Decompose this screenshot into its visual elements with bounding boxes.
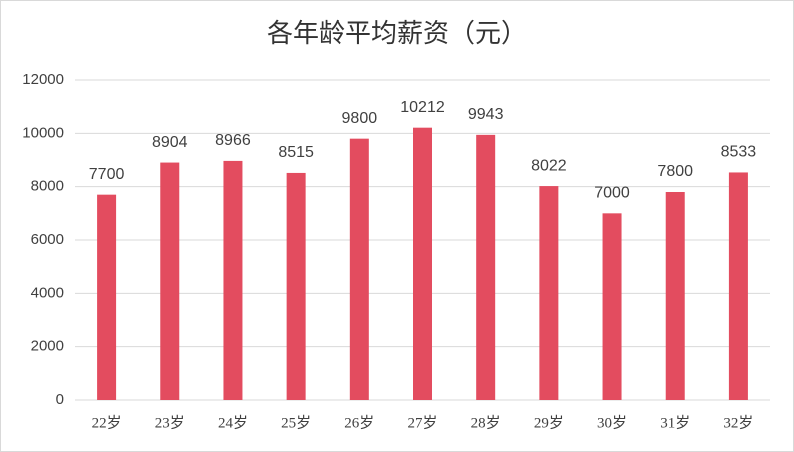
y-tick-label: 2000 xyxy=(31,338,64,355)
bar xyxy=(539,186,559,400)
data-label: 8533 xyxy=(721,144,757,161)
x-tick-label: 25岁 xyxy=(281,414,311,431)
y-tick-label: 6000 xyxy=(31,231,64,248)
data-label: 7000 xyxy=(594,185,630,202)
data-label: 8904 xyxy=(152,134,188,151)
bar xyxy=(476,134,496,400)
data-label: 9800 xyxy=(342,110,378,127)
bar xyxy=(413,127,432,401)
y-tick-label: 10000 xyxy=(22,124,64,141)
bar xyxy=(286,172,306,400)
bar xyxy=(665,192,685,400)
x-tick-label: 24岁 xyxy=(218,414,248,431)
bar xyxy=(97,194,117,400)
bar xyxy=(349,138,369,400)
x-tick-label: 27岁 xyxy=(407,414,437,431)
bar xyxy=(602,213,622,400)
x-tick-label: 29岁 xyxy=(534,414,564,431)
y-tick-label: 4000 xyxy=(31,284,64,301)
data-label: 9943 xyxy=(468,106,504,123)
y-tick-label: 0 xyxy=(56,391,64,408)
chart-title: 各年龄平均薪资（元） xyxy=(267,19,527,48)
x-tick-label: 30岁 xyxy=(597,414,627,431)
y-tick-label: 8000 xyxy=(31,178,64,195)
x-tick-label: 23岁 xyxy=(155,414,185,431)
data-label: 7800 xyxy=(657,163,693,180)
x-tick-label: 32岁 xyxy=(723,414,753,431)
data-label: 8966 xyxy=(215,132,251,149)
y-tick-label: 12000 xyxy=(22,71,64,88)
data-label: 7700 xyxy=(89,166,125,183)
x-tick-label: 28岁 xyxy=(471,414,501,431)
x-tick-label: 22岁 xyxy=(92,414,122,431)
x-tick-label: 31岁 xyxy=(660,414,690,431)
data-label: 8022 xyxy=(531,157,567,174)
bar xyxy=(223,160,243,400)
data-label: 8515 xyxy=(278,144,314,161)
data-label: 10212 xyxy=(400,99,445,116)
bar xyxy=(160,162,180,400)
bar xyxy=(728,172,748,400)
x-tick-label: 26岁 xyxy=(344,414,374,431)
